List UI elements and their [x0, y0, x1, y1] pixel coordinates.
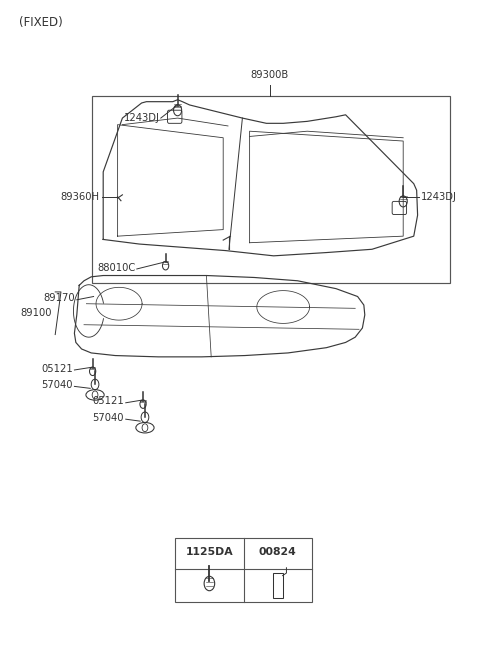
Bar: [273, 573, 283, 598]
Bar: [175, 538, 312, 602]
Text: 88010C: 88010C: [97, 262, 135, 273]
Bar: [92, 96, 450, 283]
Text: 89360H: 89360H: [61, 192, 100, 202]
Text: 57040: 57040: [41, 380, 73, 390]
Text: 89170: 89170: [44, 293, 75, 304]
Text: 89100: 89100: [20, 308, 52, 318]
Text: 05121: 05121: [41, 363, 73, 374]
Text: 1243DJ: 1243DJ: [123, 113, 159, 123]
Text: 1125DA: 1125DA: [186, 547, 233, 557]
Text: 89300B: 89300B: [251, 70, 289, 80]
Text: 00824: 00824: [259, 547, 297, 557]
Text: 05121: 05121: [92, 396, 124, 407]
Text: 1243DJ: 1243DJ: [421, 192, 457, 202]
Text: 57040: 57040: [92, 413, 124, 423]
Text: (FIXED): (FIXED): [19, 16, 63, 30]
